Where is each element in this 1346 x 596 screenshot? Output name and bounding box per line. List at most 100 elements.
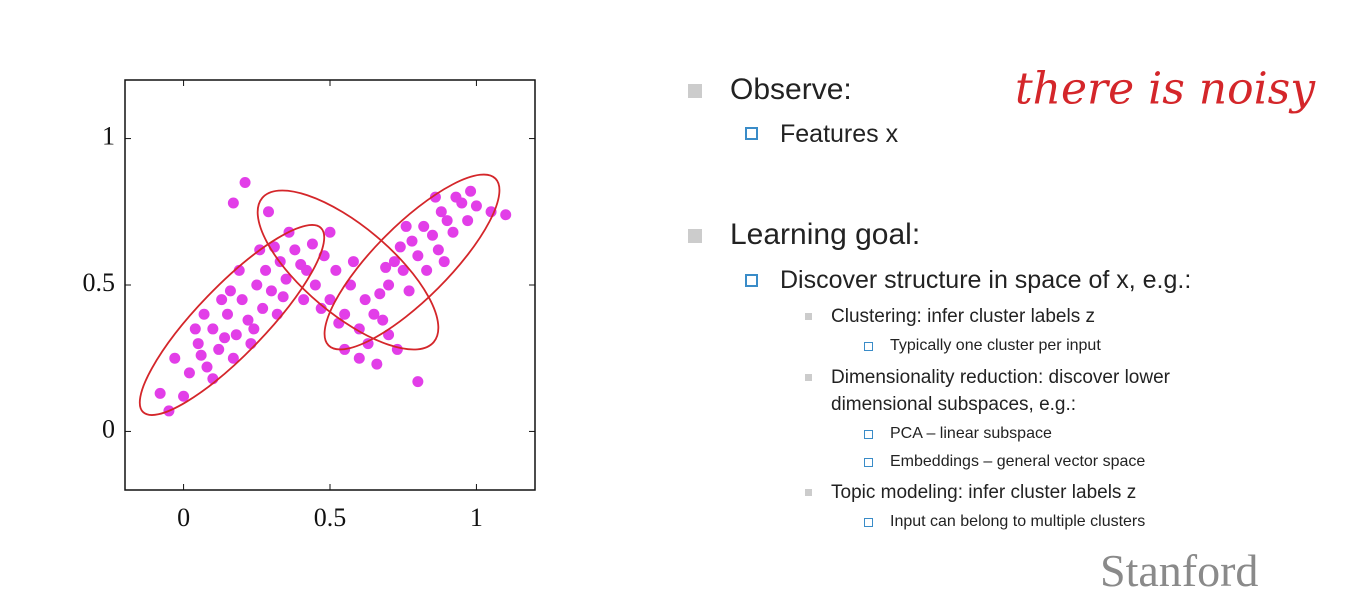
point xyxy=(432,244,444,256)
point xyxy=(198,308,210,320)
point xyxy=(154,387,166,399)
point xyxy=(298,294,310,306)
point xyxy=(309,279,321,291)
point xyxy=(427,229,438,241)
point xyxy=(251,279,263,291)
point xyxy=(435,206,447,218)
bullet xyxy=(745,274,758,287)
point xyxy=(339,308,351,320)
x-tick-label: 1 xyxy=(470,503,483,532)
bullet-text: Typically one cluster per input xyxy=(890,337,1101,354)
point xyxy=(394,241,406,253)
point xyxy=(462,215,474,227)
bullet xyxy=(805,374,812,381)
point xyxy=(248,323,260,335)
point xyxy=(403,285,415,297)
point xyxy=(456,197,468,209)
point xyxy=(418,220,430,232)
bullet xyxy=(864,458,873,467)
bullet xyxy=(864,430,873,439)
point xyxy=(324,294,336,306)
bullet xyxy=(745,127,758,140)
point xyxy=(195,349,207,361)
bullet-text: Observe: xyxy=(730,73,852,106)
point xyxy=(441,215,453,227)
point xyxy=(242,314,254,326)
bullet xyxy=(688,229,702,243)
point xyxy=(192,338,204,350)
bullet-text: Dimensionality reduction: discover lower… xyxy=(831,367,1170,415)
y-tick-label: 0 xyxy=(102,414,115,443)
x-tick-label: 0.5 xyxy=(314,503,347,532)
point xyxy=(224,285,236,297)
hand-ellipses xyxy=(138,173,501,416)
bullet xyxy=(864,518,873,527)
bullet-text: PCA – linear subspace xyxy=(890,425,1052,442)
point xyxy=(371,358,383,370)
handwritten-note: there is noisy xyxy=(1015,64,1316,115)
y-tick-label: 0.5 xyxy=(83,268,116,297)
point xyxy=(260,264,272,276)
point xyxy=(222,308,233,320)
bullet-text: Discover structure in space of x, e.g.: xyxy=(780,266,1192,294)
point xyxy=(470,200,482,212)
point xyxy=(377,314,389,326)
y-tick-label: 1 xyxy=(102,122,115,151)
x-tick-label: 0 xyxy=(177,503,190,532)
point xyxy=(227,197,239,209)
point xyxy=(236,294,248,306)
point xyxy=(315,302,327,314)
point xyxy=(219,332,231,344)
ellipse xyxy=(138,224,326,416)
point xyxy=(230,329,242,341)
point xyxy=(216,294,228,306)
bullet-text: Embeddings – general vector space xyxy=(890,453,1146,470)
point xyxy=(406,235,418,247)
point xyxy=(412,250,424,262)
point xyxy=(239,177,251,188)
point xyxy=(412,376,424,388)
point xyxy=(289,244,301,256)
bullet xyxy=(805,313,812,320)
point xyxy=(265,285,277,297)
point xyxy=(306,238,318,250)
point xyxy=(368,308,380,320)
point xyxy=(207,323,219,335)
point xyxy=(280,273,292,285)
ellipse xyxy=(256,189,440,351)
point xyxy=(438,256,450,268)
point xyxy=(347,256,359,268)
point xyxy=(400,220,412,232)
bullet-text: Topic modeling: infer cluster labels z xyxy=(831,482,1137,503)
point xyxy=(189,323,201,335)
point xyxy=(277,291,289,303)
point xyxy=(271,308,283,320)
point xyxy=(178,390,190,402)
point xyxy=(465,185,477,197)
point xyxy=(213,343,225,355)
plot-frame xyxy=(124,79,536,491)
point xyxy=(183,367,195,379)
point xyxy=(374,288,386,300)
bullet xyxy=(688,84,702,98)
point xyxy=(227,352,239,364)
point xyxy=(169,352,181,364)
point xyxy=(500,209,512,221)
bullet-text: Learning goal: xyxy=(730,218,921,251)
point xyxy=(324,226,336,238)
point xyxy=(301,264,313,276)
point xyxy=(421,264,433,276)
point xyxy=(353,352,365,364)
bullet xyxy=(805,489,812,496)
point xyxy=(380,261,392,273)
point xyxy=(245,338,257,350)
bullet-text: Features x xyxy=(780,120,899,148)
point xyxy=(353,323,365,335)
bullet-text: Input can belong to multiple clusters xyxy=(890,513,1146,530)
point xyxy=(388,256,400,268)
bullet-text: Clustering: infer cluster labels z xyxy=(831,306,1095,327)
point xyxy=(397,264,409,276)
point xyxy=(429,191,441,203)
